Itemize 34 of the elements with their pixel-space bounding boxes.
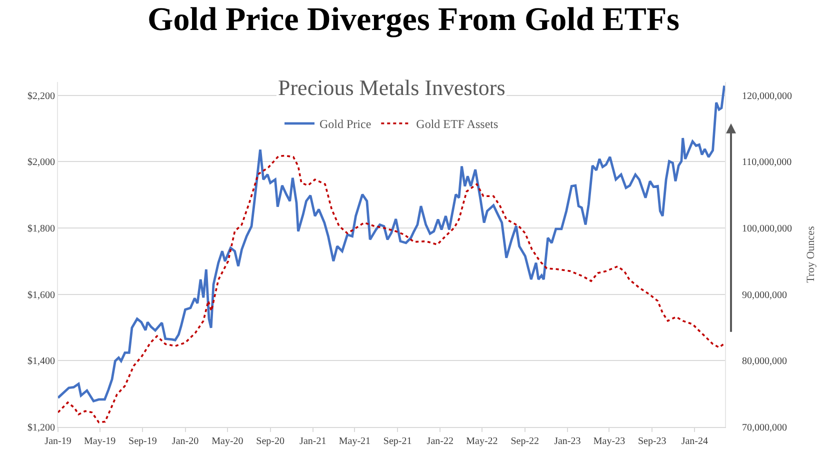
y-tick-label: $2,000 [28, 157, 55, 168]
x-tick-label: Sep-20 [256, 436, 285, 447]
line-series [58, 154, 725, 424]
y2-tick-label: 80,000,000 [742, 356, 787, 368]
x-tick-label: Jan-19 [44, 436, 72, 447]
x-tick-label: Sep-23 [638, 436, 666, 447]
x-tick-label: Jan-20 [172, 436, 199, 447]
x-tick-label: May-22 [466, 436, 498, 447]
y-tick-label: $1,200 [28, 422, 55, 434]
y-tick-label: $1,400 [28, 356, 55, 368]
x-tick-label: Sep-19 [128, 436, 157, 447]
y-tick-label: $1,600 [28, 290, 55, 301]
x-tick-label: Sep-21 [383, 436, 412, 447]
chart-subtitle: Precious Metals Investors [278, 75, 506, 100]
y2-tick-label: 100,000,000 [742, 223, 792, 234]
y-tick-label: $1,800 [28, 223, 55, 234]
y2-tick-label: 110,000,000 [742, 157, 792, 168]
chart-title: Gold Price Diverges From Gold ETFs [148, 2, 680, 38]
y2-tick-label: 90,000,000 [742, 290, 787, 301]
x-tick-label: May-23 [593, 436, 626, 447]
x-tick-label: Jan-22 [426, 436, 454, 447]
x-tick-label: Jan-21 [300, 436, 326, 447]
x-tick-label: May-21 [338, 436, 371, 447]
x-tick-label: Jan-23 [554, 436, 581, 447]
y2-axis-title: Troy Ounces [805, 226, 818, 283]
x-tick-label: Jan-24 [681, 436, 708, 447]
y2-tick-label: 70,000,000 [742, 422, 787, 434]
y-tick-label: $2,200 [28, 90, 55, 102]
y2-tick-label: 120,000,000 [742, 90, 792, 102]
legend-label: Gold ETF Assets [416, 117, 498, 132]
x-tick-label: Sep-22 [510, 436, 540, 447]
x-tick-label: May-19 [84, 436, 116, 447]
legend-label: Gold Price [320, 117, 372, 132]
x-tick-label: May-20 [212, 436, 244, 447]
